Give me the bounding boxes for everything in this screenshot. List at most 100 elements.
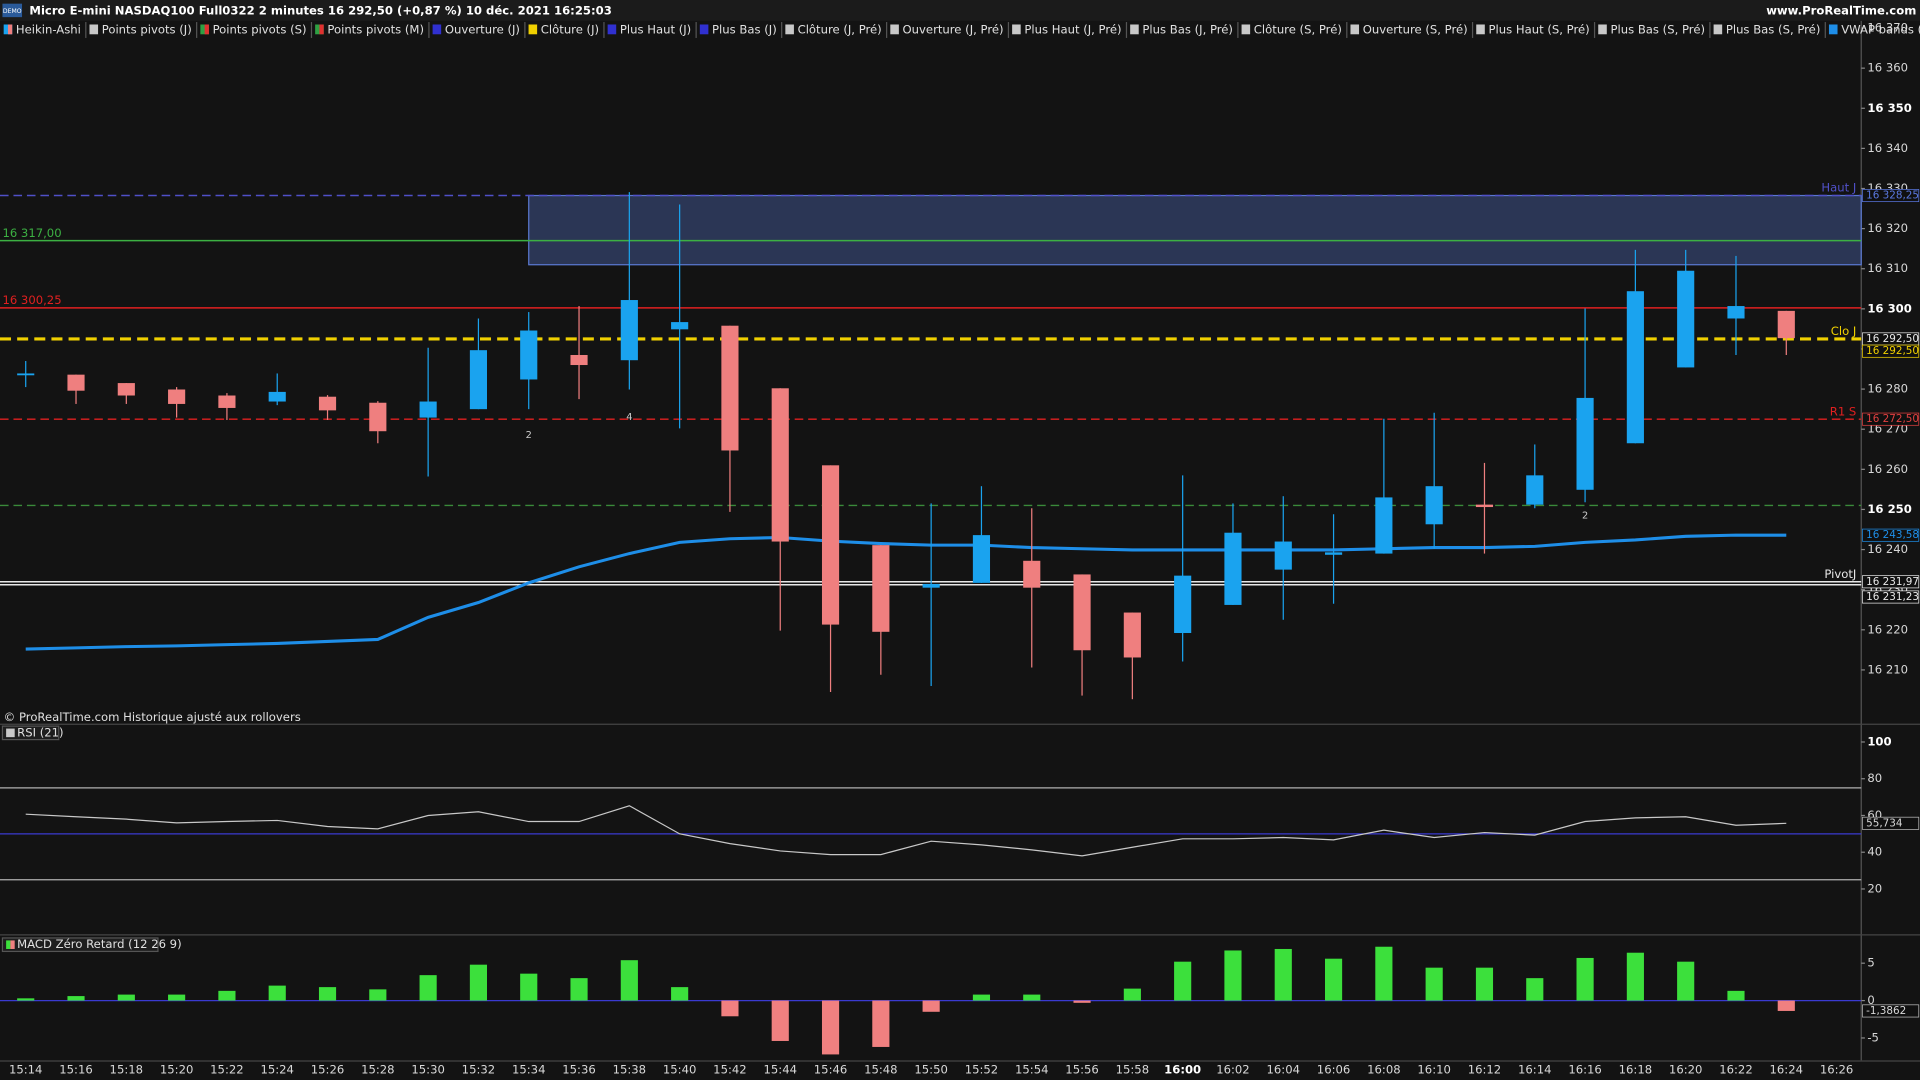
macd-bar <box>1526 978 1544 1001</box>
price-tag: 16 231,97 <box>1866 576 1919 588</box>
x-tick-label: 15:38 <box>613 1063 647 1077</box>
macd-bar <box>1023 994 1041 1001</box>
title-swatch <box>10 940 15 949</box>
x-tick-label: 15:44 <box>763 1063 797 1077</box>
macd-bar <box>1073 1000 1091 1003</box>
y-tick-label: 100 <box>1867 734 1891 748</box>
x-tick-label: 15:22 <box>210 1063 244 1077</box>
macd-bar <box>268 985 286 1001</box>
price-tag-box <box>1862 344 1920 358</box>
panel-title: MACD Zéro Retard (12 26 9) <box>17 937 181 951</box>
candle-body <box>1375 497 1393 554</box>
candle-body <box>821 465 840 625</box>
candle-body <box>1224 532 1242 605</box>
x-tick-label: 15:40 <box>663 1063 697 1077</box>
price-tag: 16 243,58 <box>1866 529 1919 541</box>
rsi-line <box>25 805 1787 857</box>
x-tick-label: 15:48 <box>864 1063 898 1077</box>
legend-item: Plus Haut (S, Pré) <box>1488 23 1589 37</box>
x-tick-label: 15:18 <box>110 1063 144 1077</box>
legend-item: Points pivots (S) <box>213 23 307 37</box>
badge: DEMO <box>3 8 22 15</box>
y-tick-label: 0 <box>1867 993 1874 1007</box>
title-swatch <box>6 728 15 738</box>
y-tick-label: 20 <box>1867 881 1882 895</box>
x-tick-label: 16:06 <box>1317 1063 1351 1077</box>
price-tag-box <box>1862 528 1920 542</box>
level-label: 16 300,25 <box>2 293 61 307</box>
x-tick-label: 15:56 <box>1065 1063 1099 1077</box>
legend-item: Plus Bas (S, Pré) <box>1610 23 1705 37</box>
price-tag-box <box>1862 1004 1920 1018</box>
y-tick-label: 5 <box>1867 956 1874 970</box>
candle-body <box>721 325 739 451</box>
candle-body <box>168 389 186 404</box>
x-tick-label: 16:02 <box>1216 1063 1250 1077</box>
x-tick-label: 15:58 <box>1116 1063 1150 1077</box>
macd-bar <box>1174 961 1192 1001</box>
macd-bar <box>821 1000 840 1055</box>
candle-body <box>268 391 286 402</box>
legend-swatch <box>699 24 709 35</box>
x-tick-label: 16:26 <box>1820 1063 1854 1077</box>
macd-bar <box>1224 950 1242 1001</box>
candle-body <box>117 383 135 396</box>
candle-body <box>620 300 638 361</box>
candle-body <box>1023 560 1041 588</box>
legend-swatch <box>1713 24 1723 35</box>
level-name: R1 S <box>1830 404 1857 418</box>
legend-swatch <box>200 24 209 35</box>
panel-title: RSI (21) <box>17 725 63 739</box>
x-tick-label: 16:00 <box>1164 1063 1201 1077</box>
candle-body <box>369 402 387 432</box>
price-tag: 16 292,50 <box>1866 333 1919 345</box>
candle-body <box>671 322 689 330</box>
legend-swatch <box>607 24 617 35</box>
candle-body <box>972 535 991 583</box>
signal-count: 4 <box>626 412 632 423</box>
legend-swatch <box>1241 24 1251 35</box>
legend-item: VWAP bands (Journalier) <box>1841 23 1920 37</box>
legend-swatch <box>432 24 442 35</box>
candle-body <box>1274 541 1292 570</box>
macd-bar <box>369 989 387 1001</box>
macd-bar <box>168 994 186 1001</box>
title-box <box>1 725 60 741</box>
y-tick-label: 80 <box>1867 771 1882 785</box>
x-tick-label: 15:30 <box>411 1063 445 1077</box>
range-zone <box>528 194 1862 266</box>
x-tick-label: 16:24 <box>1770 1063 1804 1077</box>
candle-body <box>1324 552 1343 555</box>
candle-body <box>1526 475 1544 505</box>
x-tick-label: 15:24 <box>260 1063 294 1077</box>
title-swatch <box>6 940 11 949</box>
y-tick-label: 16 370 <box>1867 21 1908 35</box>
legend-swatch <box>89 24 99 35</box>
candle-body <box>67 374 85 391</box>
macd-bar <box>1123 988 1141 1001</box>
footnote: © ProRealTime.com Historique ajusté aux … <box>4 710 301 724</box>
candle-body <box>570 354 588 366</box>
x-tick-label: 16:14 <box>1518 1063 1552 1077</box>
legend-item: Clôture (S, Pré) <box>1254 23 1342 37</box>
x-tick-label: 16:22 <box>1719 1063 1753 1077</box>
y-tick-label: 16 280 <box>1867 382 1908 396</box>
candle-body <box>1475 504 1494 508</box>
x-tick-label: 16:12 <box>1468 1063 1502 1077</box>
legend-swatch <box>1828 24 1838 35</box>
x-tick-label: 15:46 <box>814 1063 848 1077</box>
x-tick-label: 15:28 <box>361 1063 395 1077</box>
price-tag: 16 272,50 <box>1866 413 1919 425</box>
x-tick-label: 15:20 <box>160 1063 194 1077</box>
price-tag: 16 328,25 <box>1866 190 1919 202</box>
macd-bar <box>17 998 35 1001</box>
x-tick-label: 15:34 <box>512 1063 546 1077</box>
x-tick-label: 15:16 <box>59 1063 93 1077</box>
macd-bar <box>520 973 538 1001</box>
macd-bar <box>620 960 638 1001</box>
level-name: Clo J <box>1831 324 1857 338</box>
macd-bar <box>117 994 135 1001</box>
legend-item: Clôture (J, Pré) <box>798 23 882 37</box>
macd-bar <box>1375 946 1393 1001</box>
candle-body <box>218 395 236 408</box>
